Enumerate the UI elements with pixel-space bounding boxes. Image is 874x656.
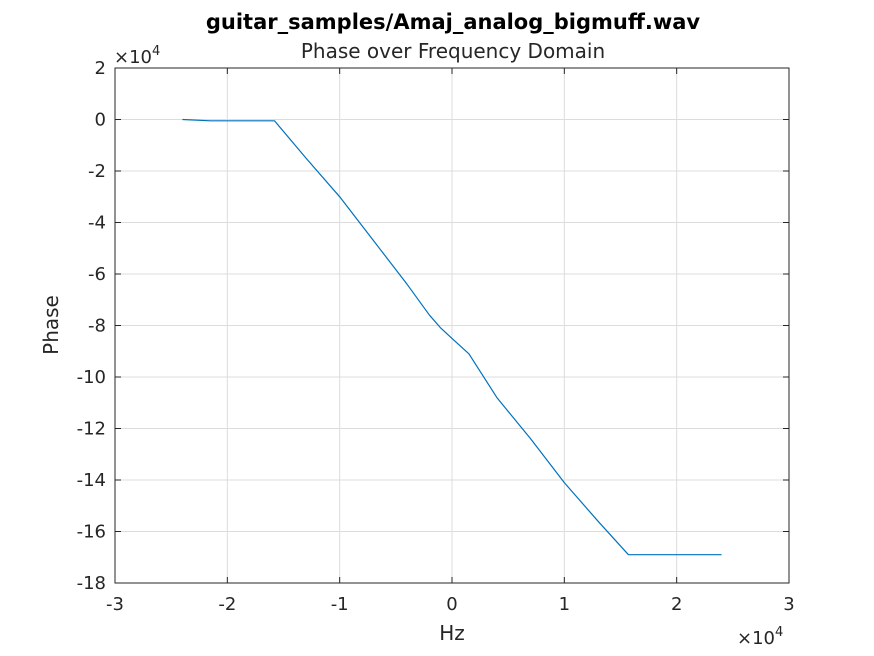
- grid-lines: [115, 68, 789, 583]
- axis-ticks: -3 -2 -1 0 1 2 320-2-4-6-8-10-12-14-16-18: [77, 58, 795, 615]
- y-tick-label: -12: [77, 419, 106, 440]
- x-tick-label: -1: [331, 594, 349, 615]
- y-tick-label: 0: [95, 110, 106, 131]
- y-tick-label: -2: [88, 161, 106, 182]
- x-axis-label: Hz: [439, 621, 465, 645]
- y-tick-label: -4: [88, 213, 106, 234]
- y-tick-label: -8: [88, 316, 106, 337]
- y-tick-label: -10: [77, 367, 106, 388]
- series-layer: [182, 118, 722, 556]
- x-tick-label: 2: [671, 594, 682, 615]
- y-axis-multiplier: ×104: [114, 44, 160, 68]
- y-tick-label: -14: [77, 470, 106, 491]
- x-tick-label: -2: [218, 594, 236, 615]
- x-multiplier-base: ×10: [737, 628, 775, 649]
- x-tick-label: 0: [446, 594, 457, 615]
- chart-title: guitar_samples/Amaj_analog_bigmuff.wav: [206, 10, 701, 34]
- y-axis-label: Phase: [39, 295, 63, 355]
- y-multiplier-base: ×10: [114, 47, 152, 68]
- y-tick-label: 2: [95, 58, 106, 79]
- y-tick-label: -18: [77, 573, 106, 594]
- x-tick-label: -3: [106, 594, 124, 615]
- y-tick-label: -16: [77, 522, 106, 543]
- chart-subtitle: Phase over Frequency Domain: [301, 39, 605, 63]
- x-multiplier-exponent: 4: [775, 625, 783, 640]
- x-tick-label: 3: [783, 594, 794, 615]
- x-tick-label: 1: [559, 594, 570, 615]
- y-multiplier-exponent: 4: [152, 44, 160, 59]
- x-axis-multiplier: ×104: [737, 625, 783, 649]
- y-tick-label: -6: [88, 264, 106, 285]
- series-line-phase: [182, 118, 722, 556]
